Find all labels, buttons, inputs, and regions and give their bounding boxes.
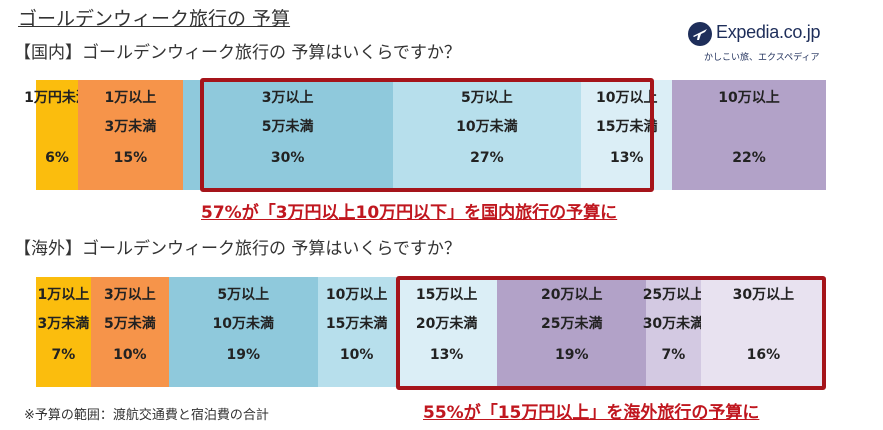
segment-percent-label: 13% — [609, 150, 644, 166]
segment-range-label: 10万以上 — [325, 287, 388, 303]
bar-segment: 25万以上 30万未満 7% — [642, 277, 705, 387]
segment-range-label: 15万未満 — [595, 119, 658, 135]
bar-segment: 30万以上 16% — [700, 277, 826, 387]
segment-range-label: 30万以上 — [732, 287, 795, 303]
overseas-chart-title: 【海外】ゴールデンウィーク旅行の 予算はいくらですか？ — [14, 239, 461, 259]
page-title: ゴールデンウィーク旅行の 予算 — [18, 8, 291, 30]
logo-wordmark: Expedia.co.jp — [716, 22, 821, 42]
segment-percent-label: 15% — [113, 150, 148, 166]
footnote: ※予算の範囲：渡航交通費と宿泊費の合計 — [24, 408, 269, 423]
segment-range-label: 25万未満 — [540, 316, 603, 332]
segment-percent-label: 16% — [746, 347, 781, 363]
segment-range-label: 10万以上 — [595, 90, 658, 106]
bar-segment: 10万以上 22% — [672, 80, 826, 190]
bar-segment: 5万以上 10万未満 19% — [168, 277, 318, 387]
segment-range-label: 15万未満 — [325, 316, 388, 332]
segment-range-label: 3万未満 — [104, 119, 157, 135]
segment-range-label: 10万未満 — [456, 119, 518, 135]
plane-logo-icon — [688, 22, 712, 46]
bar-segment: 10万以上 15万未満 10% — [317, 277, 396, 387]
bar-segment: 3万以上 5万未満 30% — [182, 80, 393, 190]
segment-percent-label: 7% — [51, 347, 76, 363]
overseas-highlight-box — [396, 276, 826, 390]
segment-percent-label: 19% — [554, 347, 589, 363]
segment-percent-label: 13% — [429, 347, 464, 363]
segment-percent-label: 7% — [661, 347, 686, 363]
domestic-stacked-bar: 1万円未満 6% 1万以上 3万未満 15% 3万以上 5万未満 30% 5万以上 10万未満 27… — [24, 80, 826, 190]
segment-range-label: 5万以上 — [461, 90, 513, 106]
segment-range-label: 30万未満 — [642, 316, 705, 332]
segment-range-label: 3万以上 — [261, 90, 314, 106]
segment-range-label: 5万以上 — [217, 287, 270, 303]
segment-percent-label: 10% — [339, 347, 374, 363]
segment-range-label: 20万以上 — [540, 287, 603, 303]
segment-range-label: 15万以上 — [415, 287, 478, 303]
segment-range-label: 1万以上 — [104, 90, 157, 106]
bar-segment: 5万以上 10万未満 27% — [392, 80, 582, 190]
domestic-highlight-box — [200, 78, 654, 192]
segment-range-label: 5万未満 — [103, 316, 156, 332]
bar-segment: 3万以上 5万未満 10% — [90, 277, 169, 387]
segment-percent-label: 30% — [270, 150, 305, 166]
segment-range-label: 5万未満 — [261, 119, 314, 135]
segment-percent-label: 10% — [113, 347, 147, 363]
bar-segment: 1万円未満 6% — [24, 80, 90, 190]
segment-range-label: 25万以上 — [642, 287, 705, 303]
bar-segment: 1万以上 3万未満 15% — [77, 80, 183, 190]
segment-range-label: 3万未満 — [37, 316, 90, 332]
expedia-logo: Expedia.co.jp かしこい旅、エクスペディア — [688, 18, 838, 70]
domestic-callout: 57%が「3万円以上10万円以下」を国内旅行の予算に — [201, 203, 618, 223]
segment-range-label: 3万以上 — [103, 287, 156, 303]
segment-range-label: 10万未満 — [212, 316, 274, 332]
overseas-callout: 55%が「15万円以上」を海外旅行の予算に — [423, 403, 760, 423]
segment-percent-label: 22% — [732, 150, 766, 166]
bar-segment: 20万以上 25万未満 19% — [497, 277, 647, 387]
segment-range-label: 1万以上 — [37, 287, 90, 303]
bar-segment: 15万以上 20万未満 13% — [395, 277, 498, 387]
overseas-stacked-bar: 1万以上 3万未満 7% 3万以上 5万未満 10% 5万以上 10万未満 19% 10万以上 15… — [36, 277, 826, 387]
segment-range-label: 1万円未満 — [24, 90, 90, 106]
segment-range-label: 10万以上 — [718, 90, 780, 106]
segment-percent-label: 19% — [226, 347, 260, 363]
bar-segment: 1万以上 3万未満 7% — [36, 277, 91, 387]
segment-percent-label: 6% — [45, 150, 69, 166]
logo-tagline: かしこい旅、エクスペディア — [704, 53, 820, 63]
segment-percent-label: 27% — [470, 150, 504, 166]
domestic-chart-title: 【国内】ゴールデンウィーク旅行の 予算はいくらですか？ — [14, 43, 461, 63]
segment-range-label: 20万未満 — [415, 316, 478, 332]
bar-segment: 10万以上 15万未満 13% — [581, 80, 673, 190]
